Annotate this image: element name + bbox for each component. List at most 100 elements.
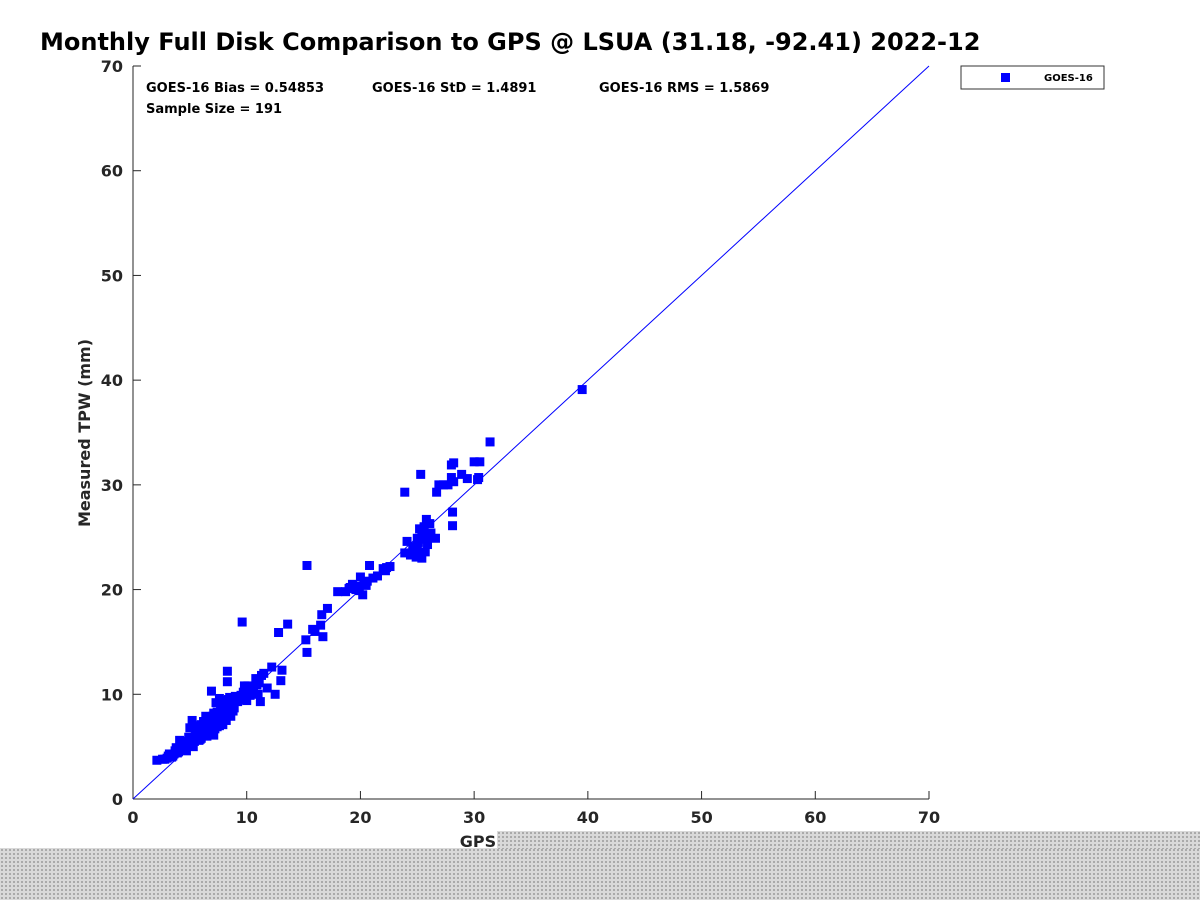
- data-point: [252, 680, 262, 690]
- data-point: [262, 683, 272, 693]
- data-point: [302, 647, 312, 657]
- data-point: [475, 457, 485, 467]
- data-point: [302, 560, 312, 570]
- y-tick-label: 10: [101, 685, 123, 704]
- data-point: [412, 546, 422, 556]
- data-point: [316, 620, 326, 630]
- legend-box: [960, 65, 1105, 90]
- data-point: [301, 635, 311, 645]
- x-tick-label: 10: [236, 808, 258, 827]
- stat-std: GOES-16 StD = 1.4891: [372, 81, 536, 96]
- x-tick-label: 60: [804, 808, 826, 827]
- data-point: [212, 707, 222, 717]
- data-point: [187, 715, 197, 725]
- x-tick-label: 70: [918, 808, 940, 827]
- data-point: [405, 550, 415, 560]
- data-point: [417, 553, 427, 563]
- data-point: [426, 528, 436, 538]
- data-point: [214, 721, 224, 731]
- data-point: [438, 480, 448, 490]
- x-tick-label: 20: [349, 808, 371, 827]
- data-point: [256, 670, 266, 680]
- data-point: [448, 521, 458, 531]
- data-point: [184, 741, 194, 751]
- data-point: [448, 507, 458, 517]
- data-point: [462, 474, 472, 484]
- y-tick-label: 30: [101, 476, 123, 495]
- data-point: [443, 480, 453, 490]
- y-tick-label: 40: [101, 371, 123, 390]
- legend-label: GOES-16: [1044, 73, 1093, 84]
- data-point: [385, 562, 395, 572]
- footer-texture: [0, 848, 1200, 900]
- data-point: [274, 628, 284, 638]
- data-point: [430, 533, 440, 543]
- data-point: [217, 696, 227, 706]
- data-point: [255, 697, 265, 707]
- y-tick-label: 50: [101, 266, 123, 285]
- data-point: [372, 571, 382, 581]
- data-point: [322, 603, 332, 613]
- data-point: [400, 548, 410, 558]
- data-point: [158, 754, 168, 764]
- data-point: [418, 534, 428, 544]
- footer-texture-step: [497, 831, 1200, 849]
- data-point: [378, 564, 388, 574]
- legend-marker: [1001, 73, 1010, 82]
- data-point: [333, 587, 343, 597]
- data-point: [420, 547, 430, 557]
- data-point: [176, 745, 186, 755]
- y-tick-label: 20: [101, 581, 123, 600]
- data-point: [354, 586, 364, 596]
- stat-bias: GOES-16 Bias = 0.54853: [146, 81, 324, 96]
- data-point: [411, 552, 421, 562]
- data-point: [219, 713, 229, 723]
- axes: 0 10 20 30 40 50 60 70 0 10 20 30 40 50 60 70: [101, 57, 940, 827]
- data-point: [365, 560, 375, 570]
- y-tick-label: 70: [101, 57, 123, 76]
- data-point: [234, 695, 244, 705]
- data-point: [457, 469, 467, 479]
- data-point: [229, 703, 239, 713]
- data-point: [242, 696, 252, 706]
- data-point: [276, 676, 286, 686]
- data-point: [474, 473, 484, 483]
- data-point: [423, 540, 433, 550]
- x-tick-label: 30: [463, 808, 485, 827]
- data-point: [225, 692, 235, 702]
- data-point: [469, 457, 479, 467]
- data-point: [210, 724, 220, 734]
- data-point: [152, 755, 162, 765]
- data-point: [417, 527, 427, 537]
- data-point: [253, 689, 263, 699]
- data-point: [277, 665, 287, 675]
- data-point: [222, 666, 232, 676]
- data-point: [238, 687, 248, 697]
- data-point: [209, 730, 219, 740]
- x-tick-label: 0: [127, 808, 138, 827]
- data-point: [221, 701, 231, 711]
- stat-rms: GOES-16 RMS = 1.5869: [599, 81, 769, 96]
- data-point: [169, 749, 179, 759]
- data-point: [283, 619, 293, 629]
- data-point: [416, 469, 426, 479]
- legend: GOES-16: [960, 65, 1105, 90]
- data-point: [432, 487, 442, 497]
- data-point: [355, 572, 365, 582]
- x-tick-label: 40: [577, 808, 599, 827]
- data-point: [317, 610, 327, 620]
- y-tick-label: 0: [112, 790, 123, 809]
- data-point: [189, 732, 199, 742]
- data-point: [237, 617, 247, 627]
- data-point: [243, 681, 253, 691]
- data-point: [247, 686, 257, 696]
- stat-sample-size: Sample Size = 191: [146, 102, 282, 117]
- data-point: [224, 707, 234, 717]
- data-point: [400, 487, 410, 497]
- data-point: [267, 662, 277, 672]
- data-point: [205, 723, 215, 733]
- data-point: [412, 533, 422, 543]
- y-tick-label: 60: [101, 162, 123, 181]
- data-point: [310, 626, 320, 636]
